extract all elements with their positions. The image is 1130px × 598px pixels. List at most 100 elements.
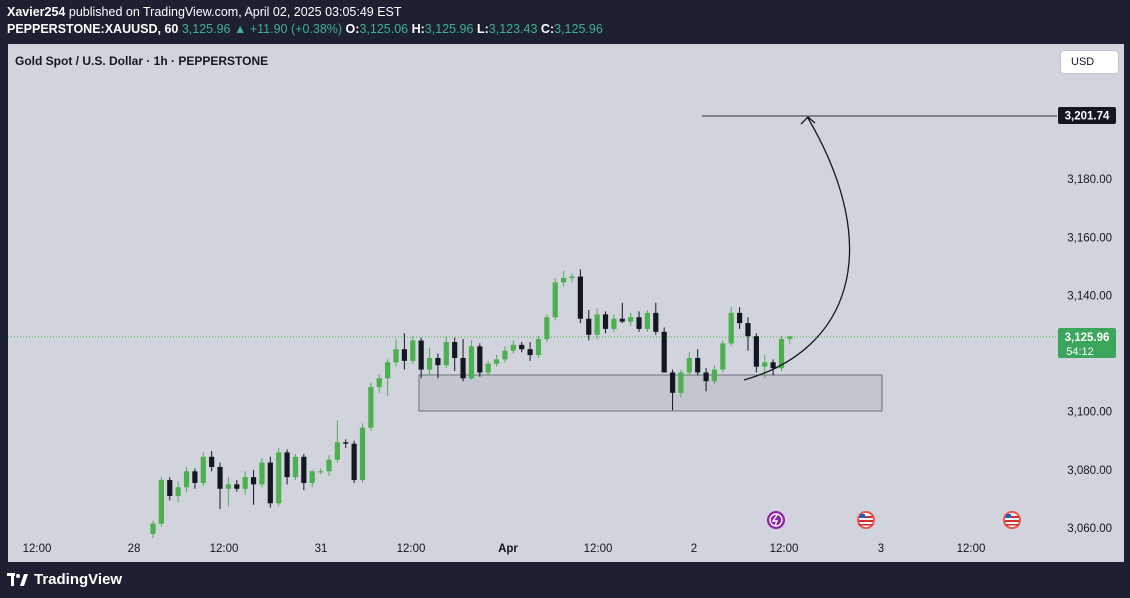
price-tick-label: 3,100.00 [1067,407,1112,419]
lightning-event-icon[interactable] [767,511,785,529]
price-tick-label: 3,160.00 [1067,232,1112,244]
candle [485,363,491,373]
candle [318,471,324,473]
us-flag-icon[interactable] [1003,511,1021,529]
time-axis[interactable]: 12:00 28 12:00 31 12:00 Apr 12:00 2 12:00 3 12:00 [23,543,986,555]
target-price-tag [1058,107,1116,124]
current-price-label: 3,125.96 [1065,332,1110,344]
tradingview-logo[interactable]: TradingView [7,571,122,588]
price-axis[interactable]: 3,180.00 3,160.00 3,140.00 3,100.00 3,080.00… [1067,174,1112,535]
candle [150,523,156,534]
close-label: C: [540,22,555,36]
candle [628,317,634,322]
candle [611,318,617,329]
time-tick-label: 12:00 [210,543,239,555]
candle [636,317,642,329]
high-value: 3,125.96 [424,22,474,36]
candle [468,346,475,379]
candle [351,443,357,481]
candle [711,369,718,382]
candle [602,314,609,329]
candle [460,357,466,379]
candle [234,484,240,489]
candle [267,462,273,504]
candle [359,427,366,481]
time-tick-label: 12:00 [770,543,799,555]
up-triangle-icon: ▲ [234,22,247,36]
candle [527,349,533,356]
projection-arrow[interactable] [743,117,851,381]
candle [250,477,257,485]
candle [217,466,223,489]
time-tick-label: Apr [498,543,518,555]
time-tick-label: 12:00 [397,543,426,555]
candle [343,442,349,444]
price-tick-label: 3,060.00 [1067,523,1112,535]
candles-group [150,269,793,539]
candle [619,318,625,322]
candle [510,344,516,351]
candle [753,336,759,367]
candle [561,278,567,283]
candle [225,484,232,489]
candle [368,387,374,428]
candle [242,477,248,489]
chart-area[interactable]: 3,180.00 3,160.00 3,140.00 3,100.00 3,080.00… [8,44,1124,562]
candle [778,339,785,369]
time-tick-label: 12:00 [957,543,986,555]
candle [586,318,592,335]
high-label: H: [411,22,425,36]
candle [737,312,743,324]
time-tick-label: 28 [128,543,141,555]
candle [493,359,500,364]
candle [175,487,181,497]
currency-button[interactable]: USD [1060,50,1119,74]
candle [309,471,315,483]
footer: TradingView [0,562,1130,598]
price-tick-label: 3,080.00 [1067,465,1112,477]
candle [385,362,391,379]
low-label: L: [476,22,489,36]
price-chart[interactable]: 3,180.00 3,160.00 3,140.00 3,100.00 3,080.00… [8,44,1124,562]
candle [376,378,382,388]
candle [158,480,164,524]
candle [787,336,793,339]
symbol-label: PEPPERSTONE:XAUUSD, 60 [7,22,179,36]
candle [552,282,558,318]
current-price-tag [1058,328,1116,358]
candle [544,317,550,340]
publish-line: Xavier254 published on TradingView.com, … [7,5,402,19]
candle [284,452,290,478]
candle [519,344,525,350]
candle [301,456,307,483]
ohlc-line: PEPPERSTONE:XAUUSD, 60 3,125.96 ▲ +11.90… [7,22,603,36]
candle [577,276,583,319]
candle [661,331,667,373]
author-name[interactable]: Xavier254 [7,5,66,19]
candle [695,357,701,373]
open-value: 3,125.06 [359,22,409,36]
candle [401,349,407,361]
time-tick-label: 3 [878,543,884,555]
price-change: +11.90 (+0.38%) [249,22,343,36]
candle [410,340,416,361]
arrow-head-icon [800,116,816,125]
support-zone-rectangle[interactable] [418,374,883,412]
candle [435,357,441,366]
candle [452,341,458,358]
tradingview-brand: TradingView [34,571,123,588]
candle [720,343,726,370]
candle [426,357,433,370]
open-label: O: [345,22,360,36]
candle [292,456,299,478]
price-tick-label: 3,180.00 [1067,174,1112,186]
last-price: 3,125.96 [181,22,231,36]
time-tick-label: 31 [315,543,328,555]
low-value: 3,123.43 [488,22,538,36]
us-flag-icon[interactable] [857,511,875,529]
candle [502,350,508,360]
target-price-label: 3,201.74 [1065,111,1110,123]
candle [703,372,709,382]
candle [644,312,651,329]
candle [200,456,206,483]
